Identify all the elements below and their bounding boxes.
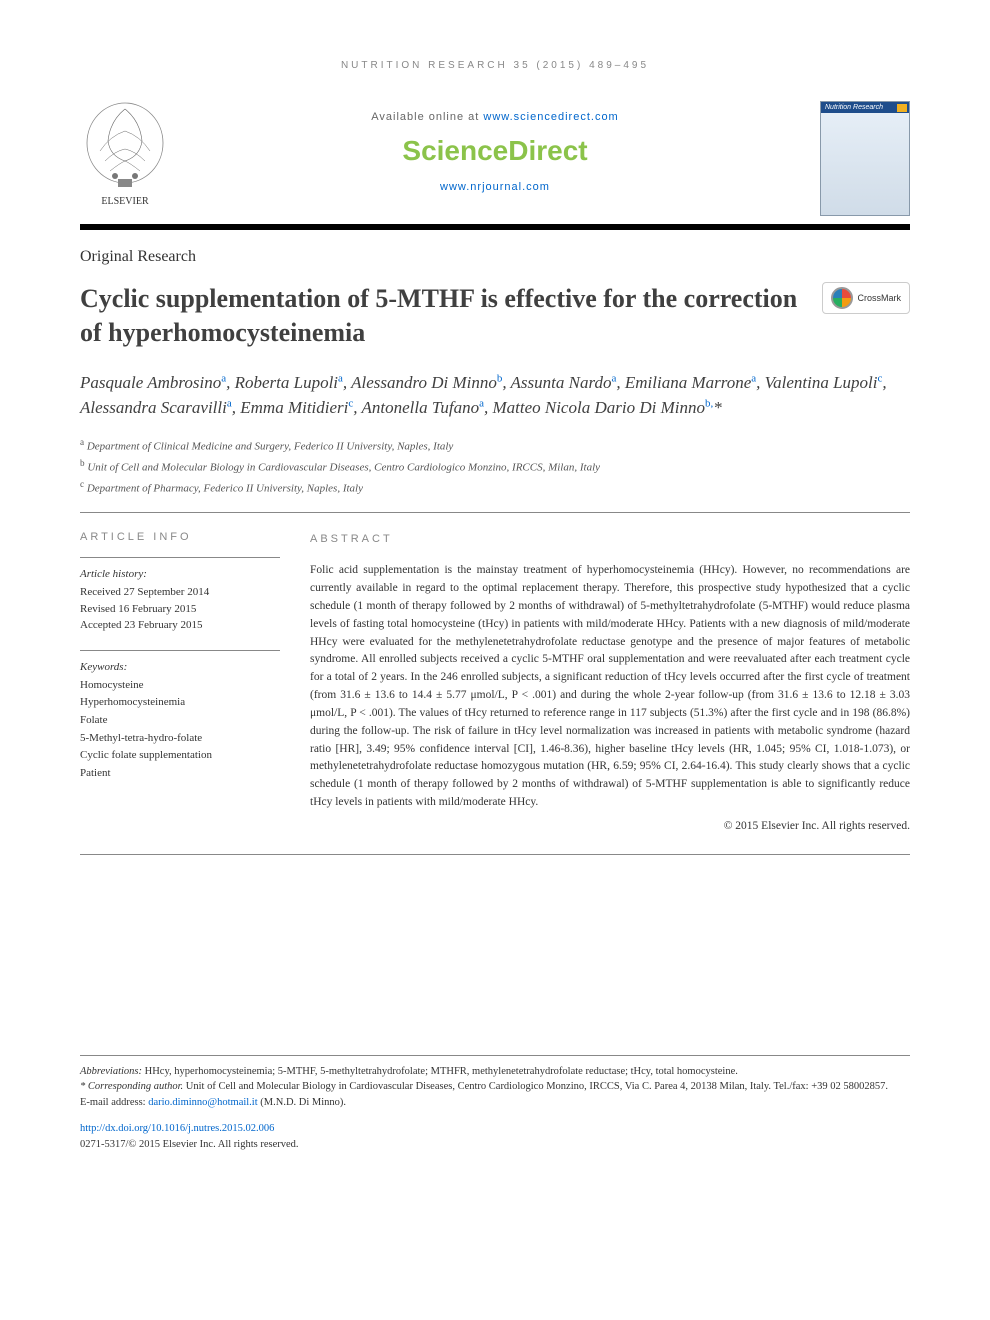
info-abstract-row: ARTICLE INFO Article history: Received 2…	[80, 513, 910, 854]
article-info-label: ARTICLE INFO	[80, 531, 280, 543]
abstract-label: ABSTRACT	[310, 531, 910, 548]
doi-block: http://dx.doi.org/10.1016/j.nutres.2015.…	[80, 1121, 910, 1153]
available-online-text: Available online at www.sciencedirect.co…	[190, 111, 800, 123]
article-title: Cyclic supplementation of 5-MTHF is effe…	[80, 282, 802, 350]
journal-cover-title: Nutrition Research	[821, 102, 909, 113]
history-line: Received 27 September 2014	[80, 584, 280, 601]
page-container: NUTRITION RESEARCH 35 (2015) 489–495 ELS…	[0, 0, 990, 1192]
abstract-column: ABSTRACT Folic acid supplementation is t…	[310, 531, 910, 835]
email-label: E-mail address:	[80, 1097, 148, 1108]
crossmark-label: CrossMark	[857, 293, 901, 303]
corresponding-author-line: * Corresponding author. Unit of Cell and…	[80, 1079, 910, 1095]
keyword-line: Homocysteine	[80, 677, 280, 695]
keywords-heading: Keywords:	[80, 661, 280, 673]
keyword-line: Folate	[80, 712, 280, 730]
keyword-line: Patient	[80, 765, 280, 783]
doi-link[interactable]: http://dx.doi.org/10.1016/j.nutres.2015.…	[80, 1123, 274, 1134]
abstract-copyright: © 2015 Elsevier Inc. All rights reserved…	[310, 818, 910, 836]
abstract-text: Folic acid supplementation is the mainst…	[310, 562, 910, 811]
keyword-line: 5-Methyl-tetra-hydro-folate	[80, 730, 280, 748]
history-line: Revised 16 February 2015	[80, 601, 280, 618]
running-head: NUTRITION RESEARCH 35 (2015) 489–495	[80, 60, 910, 71]
journal-url-link[interactable]: www.nrjournal.com	[440, 181, 550, 193]
article-history-block: Article history: Received 27 September 2…	[80, 557, 280, 634]
history-heading: Article history:	[80, 568, 280, 580]
abbreviations-line: Abbreviations: HHcy, hyperhomocysteinemi…	[80, 1064, 910, 1080]
article-info-column: ARTICLE INFO Article history: Received 2…	[80, 531, 280, 835]
email-link[interactable]: dario.diminno@hotmail.it	[148, 1097, 257, 1108]
issn-copyright-line: 0271-5317/© 2015 Elsevier Inc. All right…	[80, 1137, 910, 1153]
affiliation-line: a Department of Clinical Medicine and Su…	[80, 435, 910, 456]
masthead: ELSEVIER Available online at www.science…	[80, 101, 910, 230]
svg-text:ELSEVIER: ELSEVIER	[101, 196, 149, 207]
corr-label: * Corresponding author.	[80, 1081, 183, 1092]
email-suffix: (M.N.D. Di Minno).	[258, 1097, 346, 1108]
corr-text: Unit of Cell and Molecular Biology in Ca…	[183, 1081, 888, 1092]
sciencedirect-link[interactable]: www.sciencedirect.com	[483, 111, 618, 123]
affiliations: a Department of Clinical Medicine and Su…	[80, 435, 910, 514]
history-line: Accepted 23 February 2015	[80, 617, 280, 634]
article-type: Original Research	[80, 248, 910, 266]
elsevier-logo: ELSEVIER	[80, 101, 170, 216]
crossmark-badge[interactable]: CrossMark	[822, 282, 910, 314]
affiliation-line: b Unit of Cell and Molecular Biology in …	[80, 456, 910, 477]
keyword-line: Hyperhomocysteinemia	[80, 694, 280, 712]
available-online-prefix: Available online at	[371, 111, 483, 123]
keywords-block: Keywords: HomocysteineHyperhomocysteinem…	[80, 650, 280, 783]
masthead-center: Available online at www.sciencedirect.co…	[190, 101, 800, 193]
sciencedirect-logo: ScienceDirect	[190, 135, 800, 167]
author-list: Pasquale Ambrosinoa, Roberta Lupolia, Al…	[80, 370, 910, 421]
email-line: E-mail address: dario.diminno@hotmail.it…	[80, 1095, 910, 1111]
crossmark-icon	[831, 287, 853, 309]
abbrev-label: Abbreviations:	[80, 1066, 142, 1077]
keyword-line: Cyclic folate supplementation	[80, 747, 280, 765]
abbrev-text: HHcy, hyperhomocysteinemia; 5-MTHF, 5-me…	[142, 1066, 738, 1077]
affiliation-line: c Department of Pharmacy, Federico II Un…	[80, 477, 910, 498]
journal-cover-thumbnail: Nutrition Research	[820, 101, 910, 216]
footnotes: Abbreviations: HHcy, hyperhomocysteinemi…	[80, 1055, 910, 1111]
